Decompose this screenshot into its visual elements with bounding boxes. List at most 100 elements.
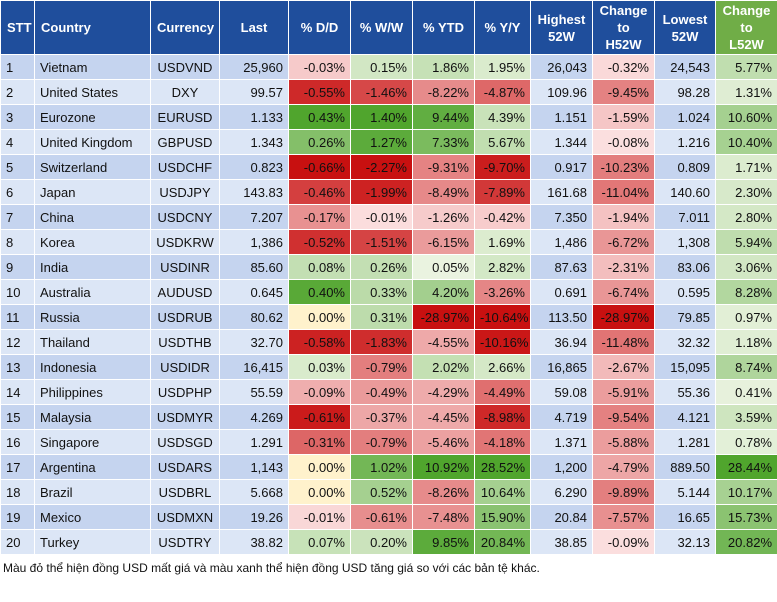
- table-cell: -0.49%: [350, 379, 413, 405]
- table-row: 6 Japan USDJPY 143.83 -0.46% -1.99% -8.49% -7.8…: [0, 179, 777, 205]
- table-cell: 15,095: [654, 354, 716, 380]
- table-cell: -0.37%: [350, 404, 413, 430]
- fx-table: STT Country Currency Last% D/D% W/W% YTD% Y…: [0, 0, 777, 555]
- table-cell: Eurozone: [34, 104, 151, 130]
- table-cell: 7.207: [219, 204, 289, 230]
- table-cell: Mexico: [34, 504, 151, 530]
- table-cell: -6.74%: [592, 279, 655, 305]
- table-cell: Japan: [34, 179, 151, 205]
- table-cell: 13: [0, 354, 35, 380]
- table-cell: 55.59: [219, 379, 289, 405]
- table-cell: 5.94%: [715, 229, 777, 255]
- column-header: % YTD: [412, 0, 475, 55]
- table-cell: 15.90%: [474, 504, 531, 530]
- table-cell: 1,308: [654, 229, 716, 255]
- table-cell: 1.31%: [715, 79, 777, 105]
- table-cell: 26,043: [530, 54, 593, 80]
- table-cell: 2.80%: [715, 204, 777, 230]
- table-cell: 889.50: [654, 454, 716, 480]
- table-row: 9 India USDINR 85.60 0.08% 0.26% 0.05% 2.82% 87.…: [0, 254, 777, 280]
- table-cell: -10.16%: [474, 329, 531, 355]
- table-cell: -10.23%: [592, 154, 655, 180]
- table-cell: -0.42%: [474, 204, 531, 230]
- table-cell: 10.40%: [715, 129, 777, 155]
- table-cell: -0.61%: [288, 404, 351, 430]
- table-cell: 32.13: [654, 529, 716, 555]
- table-cell: -5.91%: [592, 379, 655, 405]
- table-cell: 24,543: [654, 54, 716, 80]
- table-row: 13 Indonesia USDIDR 16,415 0.03% -0.79% 2.02% 2…: [0, 354, 777, 380]
- table-cell: AUDUSD: [150, 279, 220, 305]
- table-cell: -7.48%: [412, 504, 475, 530]
- table-cell: 28.44%: [715, 454, 777, 480]
- table-cell: -1.59%: [592, 104, 655, 130]
- table-cell: 85.60: [219, 254, 289, 280]
- table-cell: 17: [0, 454, 35, 480]
- table-cell: 10.92%: [412, 454, 475, 480]
- table-cell: 0.43%: [288, 104, 351, 130]
- table-cell: 10.60%: [715, 104, 777, 130]
- table-cell: -1.26%: [412, 204, 475, 230]
- table-cell: 5: [0, 154, 35, 180]
- table-cell: 83.06: [654, 254, 716, 280]
- table-cell: 18: [0, 479, 35, 505]
- table-cell: 0.31%: [350, 304, 413, 330]
- table-cell: -11.04%: [592, 179, 655, 205]
- table-cell: -10.64%: [474, 304, 531, 330]
- table-cell: -1.83%: [350, 329, 413, 355]
- table-cell: -4.45%: [412, 404, 475, 430]
- table-cell: 15: [0, 404, 35, 430]
- table-cell: 38.82: [219, 529, 289, 555]
- table-row: 18 Brazil USDBRL 5.668 0.00% 0.52% -8.26% 10.64…: [0, 479, 777, 505]
- table-cell: USDCNY: [150, 204, 220, 230]
- table-cell: 7: [0, 204, 35, 230]
- table-cell: 32.32: [654, 329, 716, 355]
- table-cell: 0.00%: [288, 304, 351, 330]
- table-cell: 1: [0, 54, 35, 80]
- table-cell: 4.121: [654, 404, 716, 430]
- table-cell: 109.96: [530, 79, 593, 105]
- table-cell: 36.94: [530, 329, 593, 355]
- table-cell: 2.66%: [474, 354, 531, 380]
- table-cell: 0.00%: [288, 479, 351, 505]
- table-cell: 0.26%: [288, 129, 351, 155]
- table-cell: 16,865: [530, 354, 593, 380]
- column-header: Currency: [150, 0, 220, 55]
- table-cell: Singapore: [34, 429, 151, 455]
- table-cell: -1.51%: [350, 229, 413, 255]
- table-cell: United States: [34, 79, 151, 105]
- table-cell: 0.03%: [288, 354, 351, 380]
- column-header: Highest 52W: [530, 0, 593, 55]
- table-cell: 14: [0, 379, 35, 405]
- table-cell: -3.26%: [474, 279, 531, 305]
- table-cell: 0.05%: [412, 254, 475, 280]
- footnote: Màu đỏ thể hiện đồng USD mất giá và màu …: [3, 561, 540, 575]
- table-cell: 87.63: [530, 254, 593, 280]
- table-cell: 1.95%: [474, 54, 531, 80]
- table-cell: -6.15%: [412, 229, 475, 255]
- table-cell: United Kingdom: [34, 129, 151, 155]
- table-row: 7 China USDCNY 7.207 -0.17% -0.01% -1.26% -0.42…: [0, 204, 777, 230]
- table-cell: -8.26%: [412, 479, 475, 505]
- table-cell: 8: [0, 229, 35, 255]
- table-cell: 7.011: [654, 204, 716, 230]
- table-cell: 1,486: [530, 229, 593, 255]
- table-cell: 4.719: [530, 404, 593, 430]
- table-cell: -4.87%: [474, 79, 531, 105]
- table-cell: 25,960: [219, 54, 289, 80]
- table-cell: 0.26%: [350, 254, 413, 280]
- table-row: 15 Malaysia USDMYR 4.269 -0.61% -0.37% -4.45% -…: [0, 404, 777, 430]
- table-cell: Vietnam: [34, 54, 151, 80]
- table-cell: -4.49%: [474, 379, 531, 405]
- table-cell: 11: [0, 304, 35, 330]
- table-cell: 59.08: [530, 379, 593, 405]
- table-cell: -0.03%: [288, 54, 351, 80]
- table-cell: -0.52%: [288, 229, 351, 255]
- table-cell: 16,415: [219, 354, 289, 380]
- table-cell: 1.40%: [350, 104, 413, 130]
- table-cell: -0.58%: [288, 329, 351, 355]
- table-cell: 1.343: [219, 129, 289, 155]
- table-cell: GBPUSD: [150, 129, 220, 155]
- table-cell: -8.98%: [474, 404, 531, 430]
- table-cell: Indonesia: [34, 354, 151, 380]
